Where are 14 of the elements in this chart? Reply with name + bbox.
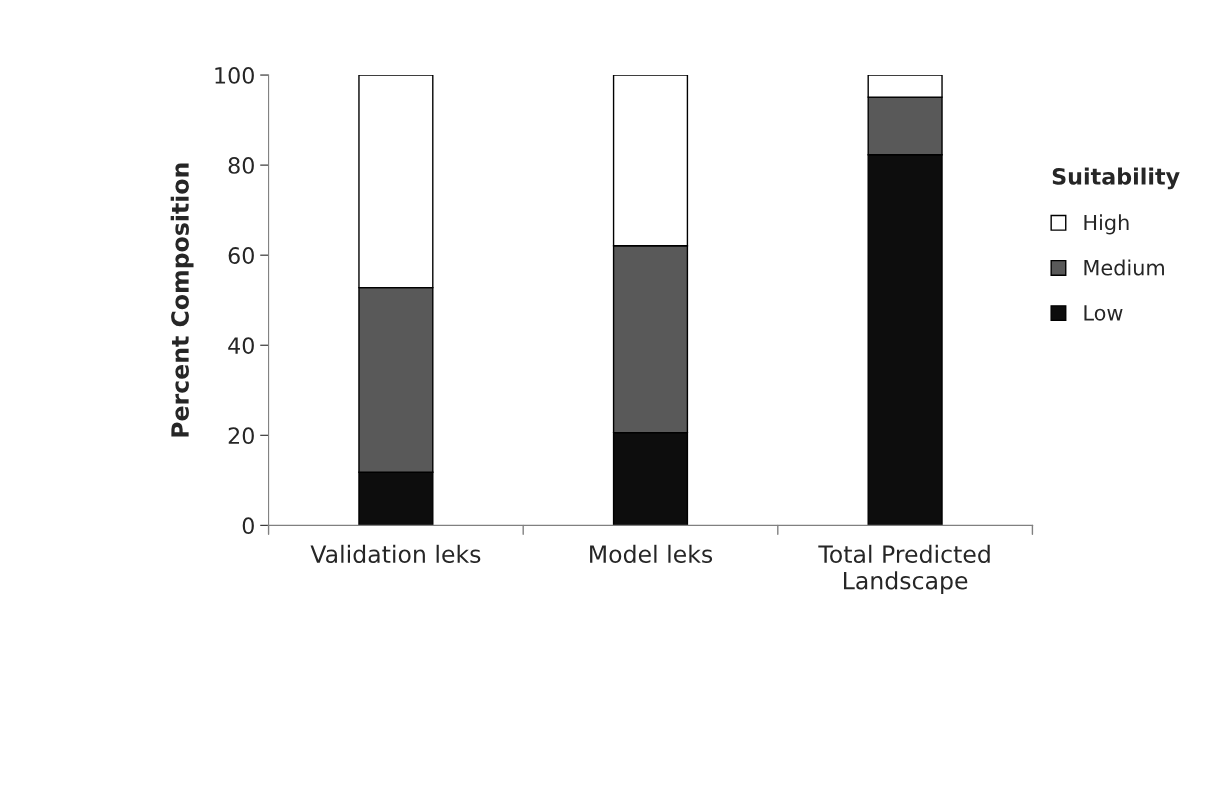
legend-label: Low bbox=[1084, 305, 1123, 321]
x-tick-label: Total Predicted Landscape bbox=[818, 544, 990, 595]
y-tick-label: 80 bbox=[228, 157, 254, 174]
y-tick-label: 100 bbox=[215, 67, 254, 84]
y-axis-title: Percent Composition bbox=[170, 163, 194, 437]
y-tick-label: 0 bbox=[242, 517, 254, 535]
y-tick-label: 60 bbox=[228, 247, 254, 264]
legend-label: High bbox=[1084, 214, 1129, 235]
x-tick-label: Model leks bbox=[590, 544, 713, 564]
y-tick-label: 40 bbox=[228, 337, 254, 354]
legend-title: Suitability bbox=[1052, 167, 1180, 190]
x-tick-label: Validation leks bbox=[310, 544, 481, 564]
legend-label: Medium bbox=[1084, 259, 1164, 276]
y-tick-label: 20 bbox=[228, 427, 254, 445]
